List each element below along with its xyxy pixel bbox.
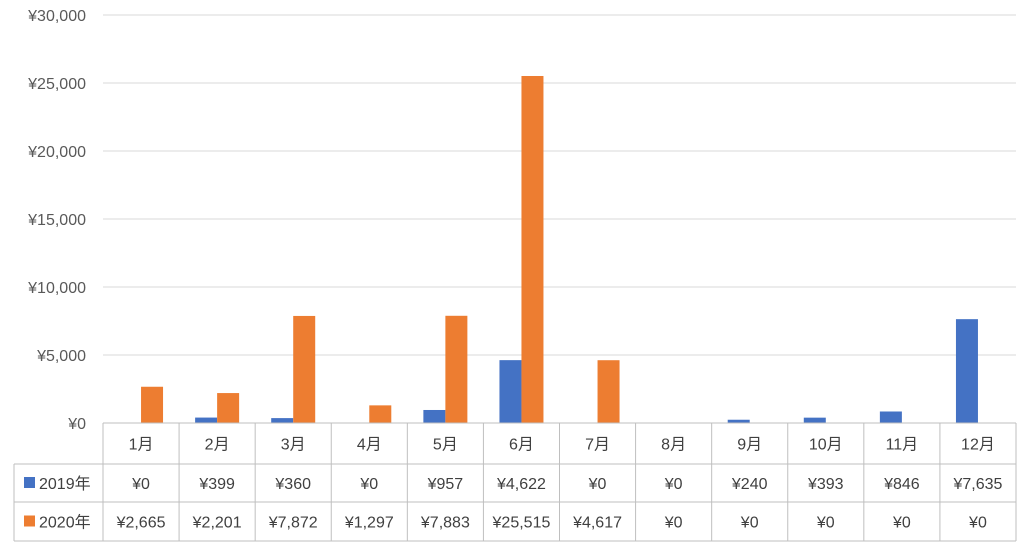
data-label: ¥0 xyxy=(359,476,378,493)
bar xyxy=(141,386,164,423)
bar xyxy=(803,417,826,423)
data-label: ¥2,665 xyxy=(116,515,166,532)
category-label: 12月 xyxy=(961,437,995,454)
bar xyxy=(499,360,522,423)
y-tick-label: ¥20,000 xyxy=(27,144,86,161)
bar xyxy=(195,417,218,423)
legend-key xyxy=(24,477,35,488)
data-label: ¥0 xyxy=(588,476,607,493)
category-label: 10月 xyxy=(809,437,843,454)
category-label: 1月 xyxy=(129,437,154,454)
data-label: ¥0 xyxy=(892,515,911,532)
bar xyxy=(445,315,468,423)
data-label: ¥0 xyxy=(131,476,150,493)
data-label: ¥4,622 xyxy=(496,476,546,493)
category-label: 11月 xyxy=(886,437,919,454)
bar xyxy=(369,405,392,423)
data-label: ¥1,297 xyxy=(344,515,394,532)
y-tick-label: ¥25,000 xyxy=(27,76,86,93)
data-label: ¥846 xyxy=(883,476,920,493)
bar xyxy=(217,393,240,423)
y-tick-label: ¥15,000 xyxy=(27,212,86,229)
category-label: 9月 xyxy=(737,437,762,454)
bar xyxy=(727,419,750,423)
bar xyxy=(271,418,294,423)
data-label: ¥2,201 xyxy=(192,515,242,532)
legend-key xyxy=(24,515,35,527)
y-tick-label: ¥10,000 xyxy=(27,280,86,297)
data-label: ¥240 xyxy=(731,476,768,493)
y-tick-label: ¥5,000 xyxy=(36,348,86,365)
category-label: 3月 xyxy=(281,437,306,454)
bar xyxy=(521,75,544,423)
data-label: ¥7,883 xyxy=(420,515,470,532)
bar xyxy=(597,360,620,423)
gridlines xyxy=(103,14,1016,356)
data-label: ¥4,617 xyxy=(572,515,622,532)
data-table: 1月 2月 3月 4月 5月 6月 7月 8月 9月 10月 11月 12月 2019年 ¥0 ¥399 ¥3… xyxy=(13,422,1017,542)
data-label: ¥360 xyxy=(274,476,311,493)
data-label: ¥0 xyxy=(968,515,987,532)
bar xyxy=(293,315,316,423)
bars xyxy=(141,75,978,423)
data-label: ¥0 xyxy=(816,515,835,532)
data-label: ¥7,635 xyxy=(952,476,1002,493)
data-label: ¥957 xyxy=(427,476,464,493)
data-label: ¥0 xyxy=(664,476,683,493)
legend-label: 2020年 xyxy=(39,514,91,532)
category-label: 4月 xyxy=(357,437,382,454)
data-label: ¥399 xyxy=(198,476,235,493)
y-tick-label: ¥30,000 xyxy=(27,8,86,25)
bar xyxy=(879,411,902,423)
category-label: 5月 xyxy=(433,437,458,454)
data-label: ¥393 xyxy=(807,476,844,493)
bar xyxy=(955,319,978,423)
y-tick-label: ¥0 xyxy=(67,416,86,433)
y-axis: ¥0 ¥5,000 ¥10,000 ¥15,000 ¥20,000 ¥25,000 ¥30,… xyxy=(27,8,86,433)
category-label: 8月 xyxy=(661,437,686,454)
bar xyxy=(423,409,446,423)
data-label: ¥0 xyxy=(740,515,759,532)
data-label: ¥7,872 xyxy=(268,515,318,532)
data-label: ¥25,515 xyxy=(492,515,551,532)
category-label: 2月 xyxy=(205,437,230,454)
legend-label: 2019年 xyxy=(39,475,91,493)
category-label: 7月 xyxy=(585,437,610,454)
category-label: 6月 xyxy=(509,437,534,454)
data-label: ¥0 xyxy=(664,515,683,532)
